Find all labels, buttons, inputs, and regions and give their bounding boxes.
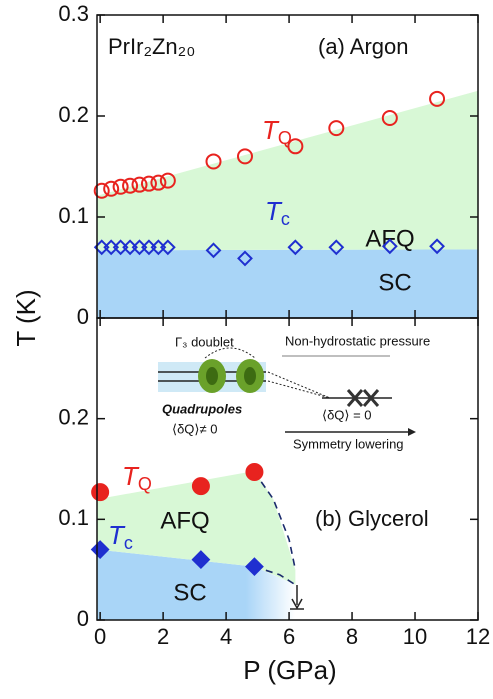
data-point bbox=[92, 484, 108, 500]
x-tick-label: 0 bbox=[94, 624, 106, 649]
panel-label: (b) Glycerol bbox=[315, 506, 429, 531]
y-tick-label: 0 bbox=[77, 606, 89, 631]
x-tick-label: 10 bbox=[403, 624, 427, 649]
region-label: AFQ bbox=[160, 507, 209, 534]
inset-text: Quadrupoles bbox=[162, 401, 242, 416]
y-tick-label: 0 bbox=[77, 304, 89, 329]
y-tick-label: 0.2 bbox=[58, 102, 89, 127]
quadrupole-icon bbox=[206, 367, 218, 385]
y-tick-label: 0.1 bbox=[58, 203, 89, 228]
inset-text: Γ₃ doublet bbox=[175, 334, 234, 349]
phase-region bbox=[97, 249, 478, 318]
panel-label: (a) Argon bbox=[318, 34, 409, 59]
data-point bbox=[246, 464, 262, 480]
data-point bbox=[193, 478, 209, 494]
x-tick-label: 8 bbox=[346, 624, 358, 649]
region-label: SC bbox=[378, 269, 411, 296]
series-label: TQ bbox=[122, 461, 152, 494]
x-axis-label: P (GPa) bbox=[243, 655, 336, 685]
x-tick-label: 12 bbox=[466, 624, 490, 649]
region-label: SC bbox=[173, 579, 206, 606]
inset-text: ⟨δQ⟩ = 0 bbox=[322, 407, 372, 422]
exchange-arrow bbox=[205, 348, 255, 358]
x-tick-label: 6 bbox=[283, 624, 295, 649]
x-tick-label: 4 bbox=[220, 624, 232, 649]
y-axis-label: T (K) bbox=[11, 289, 41, 346]
compound-label: PrIr₂Zn₂₀ bbox=[108, 34, 195, 59]
series-label-sub: c bbox=[124, 533, 133, 553]
x-tick-label: 2 bbox=[157, 624, 169, 649]
figure: SCAFQTQTcSCAFQTQTc Γ₃ doublet Non-hydros… bbox=[0, 0, 493, 694]
series-label-sub: Q bbox=[278, 128, 292, 148]
y-tick-label: 0.3 bbox=[58, 1, 89, 26]
quadrupole-icon bbox=[244, 367, 256, 385]
y-tick-label: 0.1 bbox=[58, 505, 89, 530]
y-tick-label: 0.2 bbox=[58, 404, 89, 429]
inset-text: ⟨δQ⟩≠ 0 bbox=[172, 421, 217, 436]
series-label-sub: Q bbox=[138, 474, 152, 494]
arrow-head bbox=[408, 428, 416, 436]
inset-text: Non-hydrostatic pressure bbox=[285, 333, 430, 348]
series-label: TQ bbox=[262, 115, 292, 148]
inset-text: Symmetry lowering bbox=[293, 436, 404, 451]
dotted-link bbox=[268, 381, 330, 398]
series-label-sub: c bbox=[281, 209, 290, 229]
dotted-link bbox=[268, 372, 330, 398]
